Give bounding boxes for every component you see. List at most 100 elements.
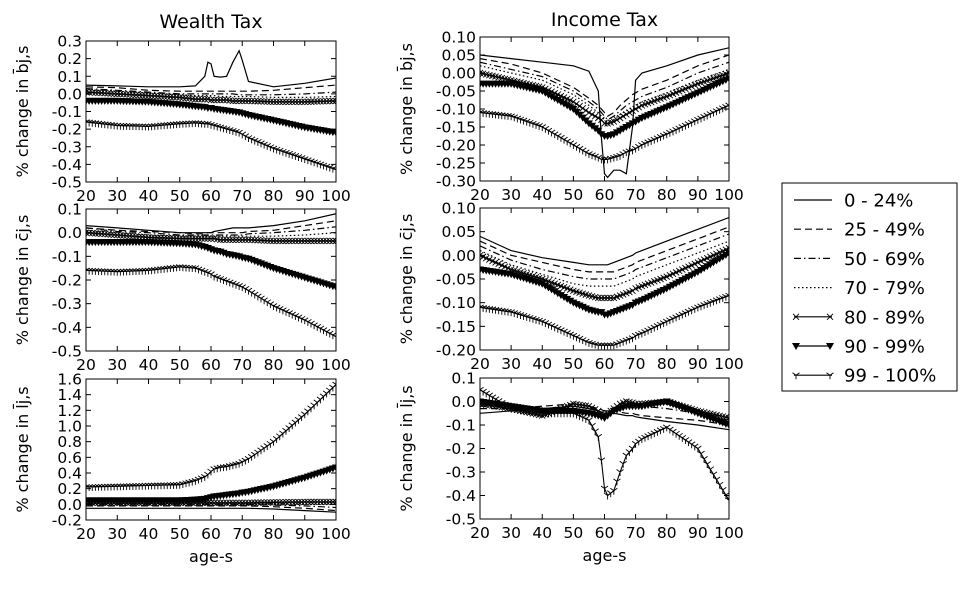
series-marker: [251, 97, 259, 105]
series-marker: [201, 95, 209, 103]
series-marker: [172, 481, 181, 489]
series-marker: [298, 498, 305, 506]
x-tick-label: 60: [595, 355, 615, 373]
series-marker: [622, 337, 631, 345]
series-marker: [647, 138, 655, 145]
series-marker: [332, 237, 336, 245]
series-marker: [210, 499, 218, 507]
series-marker: [200, 120, 209, 128]
series-marker: [631, 145, 640, 153]
series-marker: [138, 233, 146, 241]
series-marker: [98, 89, 105, 97]
series-marker: [235, 97, 243, 105]
legend-item: 50 - 69%: [794, 249, 925, 270]
legend-item: 0 - 24%: [794, 191, 913, 212]
series-marker: [125, 123, 134, 130]
series-marker: [94, 268, 103, 276]
series-marker: [295, 237, 302, 245]
series-marker: [210, 96, 218, 104]
series-marker: [113, 268, 122, 276]
y-tick-label: -0.3: [52, 138, 82, 156]
series-marker: [320, 498, 327, 506]
series-marker: [700, 302, 708, 310]
series-marker: [582, 149, 590, 157]
series-marker: [144, 482, 153, 490]
series-marker: [600, 485, 609, 493]
series-marker: [123, 232, 130, 240]
legend: 0 - 24% 25 - 49% 50 - 69% 70 - 79% 80 - 89% 9…: [781, 182, 958, 392]
series-marker: [257, 499, 265, 506]
series-marker: [594, 294, 602, 302]
y-tick-label: 0.4: [57, 465, 82, 483]
series-marker: [244, 287, 253, 295]
series-marker: [603, 342, 612, 350]
series-marker: [591, 341, 599, 349]
y-tick-label: 0.2: [57, 50, 82, 68]
series-line-50-69%: [86, 88, 336, 96]
series-marker: [188, 235, 196, 242]
series-marker: [494, 111, 503, 119]
series-marker: [697, 303, 705, 311]
x-axis-label: age-s: [583, 546, 627, 565]
series-marker: [629, 287, 636, 295]
series-marker: [675, 432, 683, 440]
series-marker: [88, 484, 97, 491]
series-marker: [254, 236, 262, 244]
series-marker: [644, 139, 652, 147]
y-tick-label: -0.3: [446, 464, 476, 482]
y-tick-label: 0.6: [57, 449, 82, 467]
legend-item: 99 - 100%: [792, 366, 936, 387]
series-marker: [297, 414, 306, 421]
series-marker: [719, 295, 727, 302]
series-marker: [582, 107, 590, 114]
series-marker: [198, 235, 205, 242]
series-marker: [91, 120, 100, 128]
series-marker: [260, 297, 268, 305]
series-marker: [569, 142, 578, 149]
series-line-25-49%: [480, 226, 729, 273]
y-tick-label: 1.6: [57, 371, 82, 389]
series-marker: [201, 235, 209, 242]
series-marker: [557, 134, 565, 142]
series-marker: [516, 407, 525, 414]
series-marker: [104, 483, 112, 491]
series-marker: [295, 98, 302, 106]
series-marker: [715, 296, 724, 304]
series-marker: [498, 307, 506, 315]
series-marker: [107, 483, 115, 491]
series-marker: [110, 268, 118, 276]
series-marker: [588, 340, 596, 348]
y-tick-label: -0.2: [52, 121, 82, 139]
series-marker: [88, 267, 97, 275]
series-marker: [678, 435, 687, 442]
series-marker: [150, 482, 159, 490]
series-marker: [100, 483, 109, 491]
x-tick-label: 90: [688, 524, 708, 542]
series-marker: [135, 91, 143, 99]
series-marker: [563, 138, 571, 146]
series-marker: [107, 268, 115, 276]
series-marker: [694, 304, 702, 312]
y-tick-label: -0.05: [436, 83, 476, 101]
x-tick-label: 40: [532, 186, 552, 204]
series-marker: [507, 405, 515, 413]
series-marker: [122, 483, 131, 491]
y-tick-label: -0.20: [436, 137, 476, 155]
series-marker: [606, 342, 615, 350]
series-marker: [163, 482, 172, 490]
series-marker: [141, 482, 150, 490]
series-marker: [488, 111, 497, 119]
series-marker: [86, 119, 90, 127]
series-marker: [260, 98, 268, 105]
series-marker: [247, 289, 256, 297]
series-line-0-24%: [86, 213, 336, 234]
series-marker: [248, 236, 255, 244]
series-marker: [669, 428, 677, 436]
series-marker: [138, 91, 146, 99]
series-marker: [226, 499, 234, 507]
series-marker: [107, 90, 115, 97]
series-marker: [97, 120, 106, 128]
plot-area: [86, 381, 336, 513]
series-marker: [610, 487, 618, 495]
series-marker: [129, 483, 137, 490]
